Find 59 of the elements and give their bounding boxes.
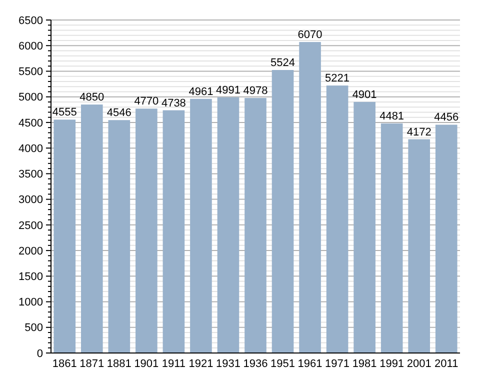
y-tick-label: 2500 — [18, 220, 43, 232]
bar — [326, 86, 348, 353]
x-tick-label: 1921 — [188, 358, 214, 370]
y-tick-label: 5500 — [18, 66, 43, 78]
data-label: 4546 — [106, 107, 132, 120]
x-tick-label: 1971 — [325, 358, 350, 370]
data-label: 4991 — [216, 84, 240, 96]
x-tick-label: 1991 — [380, 358, 404, 370]
x-tick-label: 1931 — [216, 358, 240, 370]
bar — [54, 120, 76, 353]
y-tick-label: 6500 — [18, 14, 43, 27]
y-tick-label: 1000 — [18, 296, 43, 309]
y-tick-label: 2000 — [18, 245, 43, 258]
y-tick-label: 4500 — [18, 117, 43, 130]
y-tick-label: 3000 — [18, 194, 43, 206]
bar — [136, 108, 158, 353]
data-label: 4961 — [188, 86, 214, 98]
y-tick-label: 0 — [36, 348, 43, 360]
bar — [217, 97, 240, 353]
bar — [244, 98, 266, 353]
data-label: 4456 — [434, 112, 459, 124]
y-tick-label: 4000 — [18, 142, 43, 155]
data-label: 6070 — [298, 29, 322, 42]
bar — [435, 124, 458, 353]
data-label: 4555 — [52, 106, 77, 119]
x-tick-label: 1951 — [270, 358, 296, 370]
y-tick-label: 3500 — [18, 168, 43, 181]
x-tick-label: 2001 — [406, 358, 432, 370]
bar — [272, 70, 294, 353]
y-tick-label: 500 — [24, 322, 43, 334]
data-label: 4850 — [80, 92, 104, 104]
x-tick-label: 1871 — [80, 358, 104, 370]
data-label: 4770 — [134, 96, 159, 108]
bar — [380, 123, 403, 353]
bar — [162, 110, 185, 353]
data-label: 4481 — [380, 110, 404, 122]
x-tick-label: 1861 — [52, 358, 77, 370]
data-label: 4738 — [161, 97, 186, 110]
y-tick-label: 6000 — [18, 40, 43, 52]
data-label: 5524 — [270, 57, 296, 69]
x-tick-label: 1911 — [162, 358, 186, 370]
bar — [408, 139, 430, 353]
y-tick-label: 1500 — [18, 271, 43, 284]
x-tick-label: 1981 — [352, 358, 377, 370]
x-tick-label: 1881 — [106, 358, 132, 370]
x-tick-label: 1936 — [243, 358, 268, 370]
data-label: 4901 — [352, 88, 377, 101]
x-tick-label: 1901 — [134, 358, 159, 370]
bar — [354, 102, 376, 353]
data-label: 4978 — [243, 84, 268, 97]
bar — [190, 98, 212, 353]
data-label: 4172 — [406, 126, 432, 138]
bar — [80, 104, 103, 353]
bar — [108, 120, 130, 353]
x-tick-label: 2011 — [434, 358, 458, 370]
data-label: 5221 — [325, 72, 350, 85]
bar — [299, 42, 321, 353]
x-tick-label: 1961 — [298, 358, 322, 370]
y-tick-label: 5000 — [18, 92, 43, 104]
